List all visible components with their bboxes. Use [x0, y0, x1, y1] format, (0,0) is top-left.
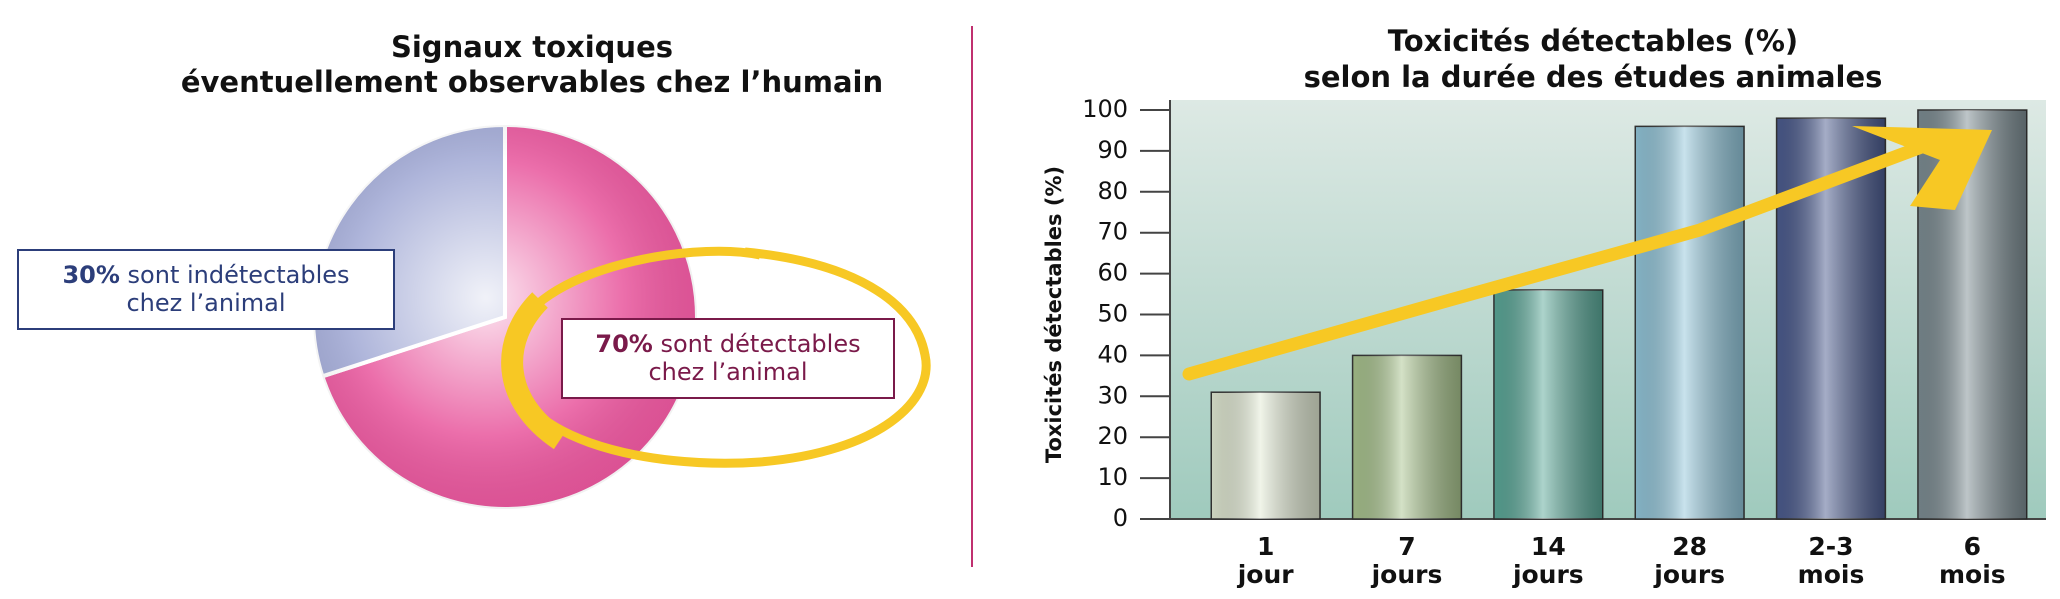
- category-label: chez l’animal: [648, 358, 807, 386]
- x-tick-label: 14: [1531, 532, 1566, 561]
- chart-title: selon la durée des études animales: [1304, 60, 1883, 94]
- y-tick-label: 40: [1097, 340, 1128, 368]
- trend-arrow-head: [1852, 126, 1992, 210]
- chart-title: Toxicités détectables (%): [1388, 24, 1798, 58]
- y-tick-label: 80: [1097, 177, 1128, 205]
- x-tick-label: mois: [1798, 560, 1865, 589]
- x-tick-label: jours: [1512, 560, 1584, 589]
- y-tick-label: 100: [1082, 95, 1128, 123]
- bar: [1351, 354, 1463, 520]
- category-label: sont indétectables: [128, 261, 350, 289]
- x-tick-label: 28: [1672, 532, 1707, 561]
- y-tick-label: 60: [1097, 259, 1128, 287]
- x-tick-label: 7: [1398, 532, 1415, 561]
- label-box: [17, 249, 395, 330]
- y-tick-label: 10: [1097, 463, 1128, 491]
- x-tick-label: 6: [1964, 532, 1981, 561]
- y-axis-label: Toxicités détectables (%): [1042, 166, 1066, 463]
- value-label: 70%: [595, 330, 652, 358]
- x-tick-label: 1: [1257, 532, 1274, 561]
- y-tick-label: 90: [1097, 136, 1128, 164]
- highlight-loop-thick: [501, 292, 567, 450]
- value-label: 30%: [62, 261, 119, 289]
- slice-label: 70% sont détectables: [595, 330, 860, 358]
- label-box: [561, 318, 895, 399]
- bar: [1634, 125, 1745, 520]
- x-tick-label: mois: [1939, 560, 2006, 589]
- highlight-loop: [505, 246, 931, 468]
- y-tick-label: 30: [1097, 381, 1128, 409]
- bar: [1210, 391, 1321, 520]
- x-tick-label: jours: [1371, 560, 1443, 589]
- category-label: sont détectables: [660, 330, 860, 358]
- x-tick-label: jour: [1237, 560, 1295, 589]
- y-tick-label: 50: [1097, 300, 1128, 328]
- y-tick-label: 70: [1097, 218, 1128, 246]
- x-tick-label: jours: [1653, 560, 1725, 589]
- chart-title: Signaux toxiques: [391, 30, 673, 64]
- y-tick-label: 20: [1097, 422, 1128, 450]
- category-label: chez l’animal: [126, 289, 285, 317]
- slice-label: 30% sont indétectables: [62, 261, 349, 289]
- y-tick-label: 0: [1113, 504, 1128, 532]
- x-tick-label: 2-3: [1808, 532, 1853, 561]
- chart-title: éventuellement observables chez l’humain: [181, 65, 883, 99]
- trend-arrow: [1182, 133, 1947, 381]
- bar: [1493, 289, 1604, 520]
